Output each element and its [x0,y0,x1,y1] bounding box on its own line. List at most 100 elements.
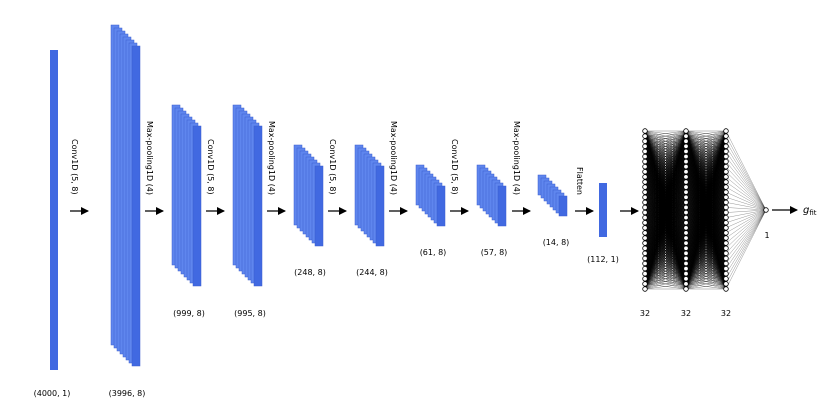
dense-node [642,250,648,257]
op-label-pool3: Max-pooling1D (4) [389,121,398,195]
dense-node [642,230,648,236]
dense-edge [644,130,687,198]
dense-edge [685,130,727,244]
dense-edge [725,197,767,211]
dense-node [683,255,689,262]
dense-node [642,220,648,226]
dense-edges [644,130,767,290]
layer-pool4 [537,174,568,217]
dense-node [642,174,648,180]
dense-edge [644,130,687,269]
dense-node [642,148,648,155]
l1-filter-8 [131,45,141,367]
dense-node [683,153,689,160]
dense-edge [685,222,727,290]
shape-label-pool2: (248, 8) [294,268,326,277]
dense-node [642,225,648,231]
dense-edge [725,209,767,239]
dense-node [642,138,648,144]
dense-node [683,220,689,226]
dense-node [683,271,689,277]
dense-node [723,179,729,185]
dense-edge [685,273,727,290]
op-label-conv4: Conv1D (5, 8) [450,139,459,195]
dense-edge [644,130,687,167]
dense-edge [644,130,687,233]
dense-edge [685,187,727,290]
dense-node [723,143,729,149]
dense-edge [725,209,767,269]
dense-node [723,250,729,257]
dense-edge [644,263,687,290]
output-symbol-subscript: fit [809,209,816,217]
dense-edge [644,130,687,177]
dense-edge [685,130,727,264]
dense-node [642,143,648,149]
dense-edge [644,166,687,290]
l7-filter-8 [497,185,507,227]
output-node [763,207,769,213]
dense-node [683,230,689,236]
dense-node [642,199,648,206]
dense-edge [644,192,687,290]
dense-node [723,271,729,277]
dense-edge [685,130,727,290]
dense-edge [685,130,727,259]
dense-edge [725,209,767,259]
dense-edge [685,243,727,290]
dense-edge [644,176,687,290]
dense-edge [644,161,687,290]
dense-edge [725,209,767,213]
dense-node [683,276,689,282]
dense-edge [685,130,727,239]
dense-edge [685,248,727,290]
dense-node [723,245,729,251]
dense-edge [644,197,687,290]
dense-edge [685,166,727,290]
dense-node [642,260,648,267]
dense-edge [725,156,767,211]
dense-nodes [642,128,769,292]
dense-node [723,209,729,216]
dense-node [723,184,729,190]
output-symbol: gfit [803,205,817,217]
op-label-conv3: Conv1D (5, 8) [328,139,337,195]
dense-node [642,133,648,139]
dense-node [683,265,689,272]
output-node-count: 1 [764,231,769,240]
dense-edge [644,217,687,290]
dense-node [683,158,689,165]
dense-edge [644,130,687,188]
dense-node [683,148,689,155]
layer-conv3 [354,144,385,247]
dense-node [723,174,729,180]
dense-node [723,276,729,282]
l3-filter-8 [253,125,263,287]
dense-edge [685,130,727,157]
dense-edge [644,258,687,290]
dense-node [642,265,648,272]
dense-edge [685,181,727,290]
dense-edge [644,130,687,193]
dense-node [642,286,648,292]
dense-node [683,169,689,175]
dense-edge [644,130,687,274]
l6-filter-8 [436,185,446,227]
op-label-flatten: Flatten [575,167,584,195]
l4-filter-8 [314,165,324,247]
dense-edge [644,130,687,213]
dense-edge [644,130,687,254]
dense-edge [685,227,727,290]
dense-edge [685,130,727,254]
dense-node [683,286,689,292]
dense-node [723,281,729,287]
shape-label-conv3: (244, 8) [356,268,388,277]
dense-edge [685,161,727,290]
shape-label-flatten: (112, 1) [587,255,619,264]
dense-node [683,189,689,195]
dense-edge [725,209,767,290]
dense-edge [685,130,727,269]
dense-edge [644,273,687,290]
dense-edge [644,283,687,290]
op-label-pool1: Max-pooling1D (4) [145,121,154,195]
